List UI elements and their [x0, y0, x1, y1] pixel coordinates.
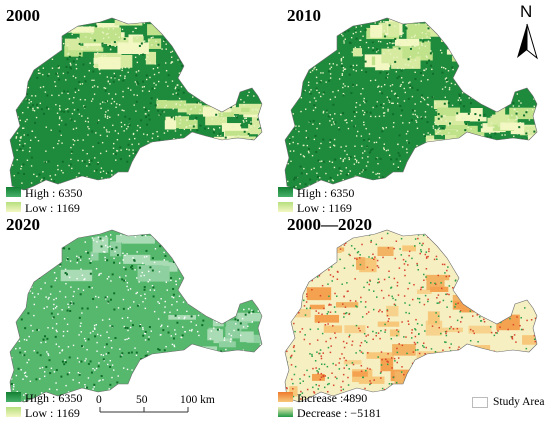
- study-area-boundary: [9, 229, 263, 403]
- legend-decrease-label: Decrease : −5181: [297, 406, 382, 420]
- north-label: N: [520, 2, 533, 21]
- legend-swatch-low: [6, 407, 21, 417]
- legend-swatch-low: [278, 202, 293, 212]
- panel-title-2010: 2010: [287, 6, 321, 25]
- legend-swatch-high: [6, 392, 21, 402]
- legend-high-label: High : 6350: [25, 391, 83, 405]
- legend-low-label: Low : 1169: [297, 201, 352, 215]
- legend-swatch-high: [6, 187, 21, 197]
- scale-bar-line: [99, 407, 189, 413]
- legend-low-label: Low : 1169: [25, 406, 80, 420]
- panel-title-2020: 2020: [6, 215, 40, 234]
- legend-swatch-decrease: [278, 407, 293, 417]
- study-area-legend: Study Area: [472, 396, 544, 408]
- study-area-swatch: [472, 396, 488, 408]
- map-2000: [9, 17, 263, 191]
- study-area-boundary: [9, 17, 263, 191]
- legend-high-label: High : 6350: [25, 186, 83, 200]
- study-area-region: [285, 230, 537, 402]
- legend-low-label: Low : 1169: [25, 201, 80, 215]
- legend-increase-label: Increase :4890: [297, 391, 368, 405]
- legend-swatch-high: [278, 187, 293, 197]
- study-area-region: [285, 18, 537, 190]
- scale-label-50: 50: [136, 394, 148, 406]
- north-arrow-icon: [517, 23, 538, 60]
- legend-high-label: High : 6350: [297, 186, 355, 200]
- panel-title-change: 2000—2020: [287, 215, 372, 234]
- map-2010: [284, 17, 538, 191]
- map-change: [284, 229, 538, 403]
- study-area-boundary: [284, 17, 538, 191]
- scale-label-0: 0: [96, 394, 102, 406]
- map-2020: [9, 229, 263, 403]
- study-area-boundary: [284, 229, 538, 403]
- panel-title-2000: 2000: [6, 6, 40, 25]
- north-arrow: N: [510, 2, 544, 62]
- legend-swatch-increase: [278, 392, 293, 402]
- legend-swatch-low: [6, 202, 21, 212]
- scale-label-100: 100 km: [180, 394, 215, 406]
- scale-bar: 0 50 100 km: [96, 394, 286, 420]
- study-area-label: Study Area: [493, 396, 545, 408]
